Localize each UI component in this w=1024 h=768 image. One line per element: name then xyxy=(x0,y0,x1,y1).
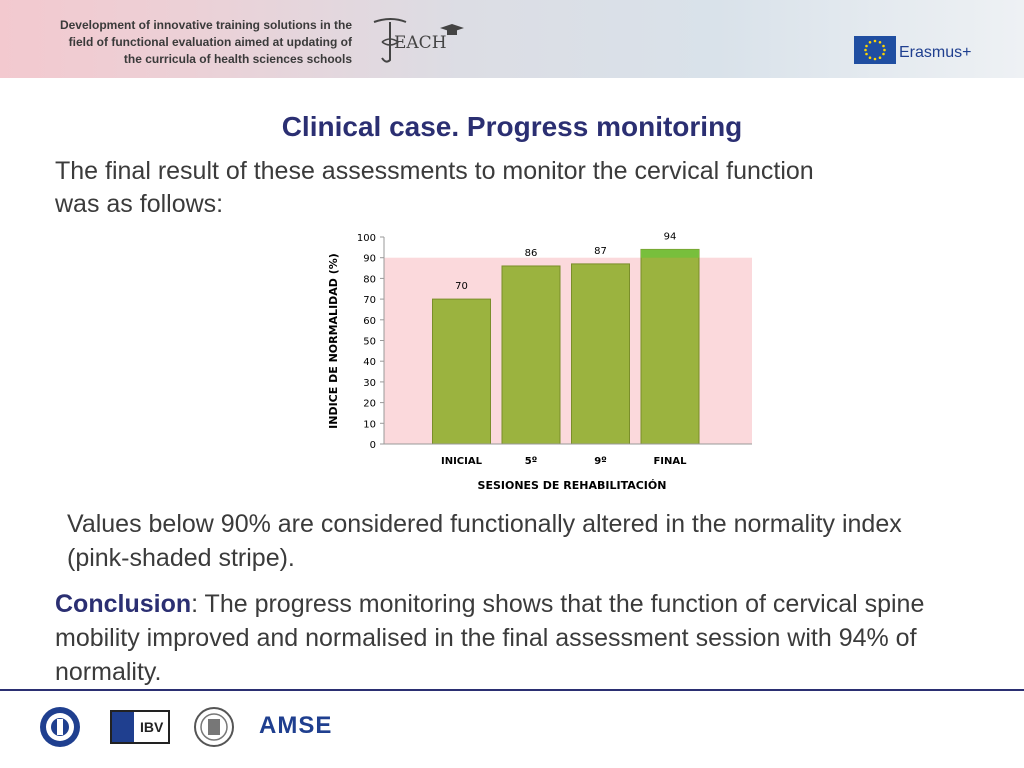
note-text: Values below 90% are considered function… xyxy=(67,510,902,572)
y-tick-label: 30 xyxy=(363,378,376,389)
project-title: Development of innovative training solut… xyxy=(10,17,352,68)
intro-text: The final result of these assessments to… xyxy=(55,157,814,218)
bar xyxy=(571,263,630,445)
x-tick-label: INICIAL xyxy=(441,456,483,467)
y-tick-label: 10 xyxy=(363,419,376,430)
y-axis-label: INDICE DE NORMALIDAD (%) xyxy=(327,253,340,429)
x-axis: INICIAL 5º 9º FINAL xyxy=(384,443,752,467)
data-label: 87 xyxy=(594,246,607,257)
conclusion-paragraph: Conclusion: The progress monitoring show… xyxy=(55,587,995,689)
ibv-logo: IBV xyxy=(110,710,170,744)
ibv-logo-text: IBV xyxy=(140,719,164,735)
conclusion-text: : The progress monitoring shows that the… xyxy=(55,590,925,686)
y-tick-label: 50 xyxy=(363,337,376,348)
y-axis: 0 10 20 30 40 50 60 70 80 90 100 xyxy=(357,233,385,451)
university-seal-logo xyxy=(40,707,80,747)
x-tick-label: FINAL xyxy=(653,456,687,467)
bar xyxy=(432,298,491,445)
project-title-line: the curricula of health sciences schools xyxy=(123,52,352,66)
footer-divider xyxy=(0,689,1024,691)
slide-title: Clinical case. Progress monitoring xyxy=(281,111,743,142)
y-tick-label: 80 xyxy=(363,274,376,285)
bar-above-band xyxy=(641,249,699,258)
university-crest-logo xyxy=(194,707,234,747)
ibv-figure-icon xyxy=(112,712,134,742)
bar xyxy=(640,248,700,445)
y-tick-label: 40 xyxy=(363,357,376,368)
amse-logo: AMSE xyxy=(259,712,333,739)
y-tick-label: 0 xyxy=(370,440,376,451)
bar xyxy=(501,265,561,445)
data-label: 94 xyxy=(664,231,677,242)
x-tick-label: 9º xyxy=(594,456,607,467)
project-title-line: Development of innovative training solut… xyxy=(59,18,352,32)
project-title-line: field of functional evaluation aimed at … xyxy=(68,35,352,49)
eu-flag-icon xyxy=(854,36,896,64)
header-banner: Development of innovative training solut… xyxy=(0,0,1024,78)
teach-logo: EACH xyxy=(373,18,464,63)
y-tick-label: 100 xyxy=(357,233,376,244)
svg-text:EACH: EACH xyxy=(394,33,447,53)
y-tick-label: 70 xyxy=(363,295,376,306)
x-axis-label: SESIONES DE REHABILITACIÓN xyxy=(478,479,667,492)
data-label: 86 xyxy=(525,248,538,259)
x-tick-label: 5º xyxy=(525,456,538,467)
data-label: 70 xyxy=(455,281,468,292)
bars: 70 86 87 94 xyxy=(432,231,700,445)
y-tick-label: 60 xyxy=(363,316,376,327)
y-tick-label: 20 xyxy=(363,399,376,410)
conclusion-label: Conclusion xyxy=(55,590,192,618)
y-tick-label: 90 xyxy=(363,254,376,265)
bar-chart: 0 10 20 30 40 50 60 70 80 90 100 70 86 87 94 INICIAL 5… xyxy=(327,231,752,492)
erasmus-logo-text: Erasmus+ xyxy=(899,44,972,61)
